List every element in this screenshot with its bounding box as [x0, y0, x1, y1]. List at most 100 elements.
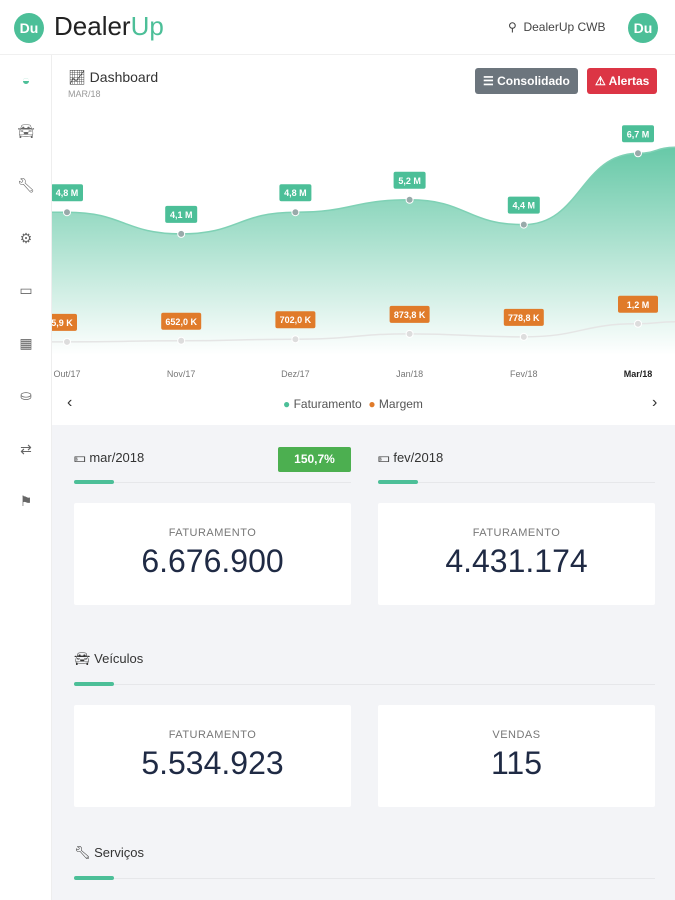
data-label-bg	[622, 125, 654, 143]
margem-point[interactable]	[177, 336, 186, 345]
card-value: 4.431.174	[445, 543, 588, 579]
coins-icon[interactable]: ⛀	[20, 387, 32, 403]
card-label: FATURAMENTO	[168, 729, 257, 741]
car-icon[interactable]: 🚘︎	[17, 123, 35, 139]
x-tick-label: Fev/18	[510, 369, 538, 379]
dashboard-chart-panel: 📈︎ Dashboard MAR/18 ☰ Consolidado ⚠ Aler…	[52, 55, 675, 425]
logo[interactable]: DealerUp	[54, 11, 164, 42]
data-label-bg	[389, 305, 430, 323]
veiculos-vendas-card: VENDAS 115	[378, 705, 655, 807]
money-icon: 💵︎	[378, 450, 390, 465]
summary-panel: 💵︎ mar/2018 150,7% 💵︎ fev/2018 FATURAMEN…	[52, 425, 675, 900]
user-avatar[interactable]: Du	[628, 13, 658, 43]
faturamento-point[interactable]	[405, 195, 414, 204]
veiculos-title: Veículos	[94, 651, 144, 666]
servicos-header: 🔧︎ Serviços	[74, 845, 144, 861]
alertas-button[interactable]: ⚠ Alertas	[587, 68, 658, 94]
data-label: 778,8 K	[508, 313, 540, 323]
data-label-bg	[165, 205, 198, 223]
previous-faturamento-card: FATURAMENTO 4.431.174	[378, 503, 655, 605]
card-value: 115	[490, 745, 542, 781]
map-marker-icon: ⚲	[508, 20, 517, 34]
exchange-icon[interactable]: ⇄	[20, 441, 32, 457]
current-period-header: 💵︎ mar/2018	[74, 450, 144, 466]
legend-margem[interactable]: Margem	[378, 397, 423, 411]
faturamento-line	[52, 146, 675, 235]
veiculos-faturamento-card: FATURAMENTO 5.534.923	[74, 705, 351, 807]
data-label-bg	[393, 171, 426, 189]
location-label: DealerUp CWB	[523, 20, 606, 34]
previous-period: fev/2018	[393, 450, 444, 465]
veiculos-header: 🚘︎ Veículos	[74, 651, 143, 667]
legend-faturamento[interactable]: Faturamento	[293, 397, 362, 411]
data-label-bg	[279, 184, 312, 202]
section-underline	[74, 480, 114, 484]
margem-point[interactable]	[291, 335, 300, 344]
data-label: 4,4 M	[513, 201, 536, 211]
data-label-bg	[275, 311, 316, 329]
car-icon: 🚘︎	[74, 651, 91, 666]
list-icon: ☰	[483, 74, 494, 88]
margem-line	[52, 321, 675, 343]
card-label: VENDAS	[492, 729, 541, 741]
data-label: 702,0 K	[280, 315, 312, 325]
dashboard-icon[interactable]: ◒	[21, 72, 31, 88]
x-tick-label: Jan/18	[396, 369, 423, 379]
consolidado-label: Consolidado	[497, 74, 570, 88]
faturamento-point[interactable]	[519, 220, 528, 229]
warning-icon: ⚠	[595, 74, 606, 88]
top-header: Du DealerUp ⚲ DealerUp CWB Du	[0, 0, 675, 55]
data-label-bg	[52, 184, 83, 202]
data-label: 1,2 M	[627, 300, 650, 310]
data-label: 4,1 M	[170, 210, 193, 220]
flag-icon[interactable]: ⚑	[19, 493, 33, 509]
data-label-bg	[618, 295, 658, 313]
data-label: 615,9 K	[52, 318, 73, 328]
card-label: FATURAMENTO	[472, 527, 561, 539]
faturamento-area	[52, 147, 675, 355]
x-tick-label: Dez/17	[281, 369, 310, 379]
faturamento-point[interactable]	[63, 208, 71, 217]
faturamento-point[interactable]	[177, 229, 186, 238]
inbox-icon[interactable]: ▭	[19, 282, 33, 298]
legend-dot-faturamento: ●	[283, 397, 291, 411]
current-faturamento-card: FATURAMENTO 6.676.900	[74, 503, 351, 605]
servicos-title: Serviços	[94, 845, 144, 860]
wrench-icon[interactable]: 🔧︎	[17, 177, 35, 193]
cogs-icon[interactable]: ⚙	[19, 230, 33, 246]
location-selector[interactable]: ⚲ DealerUp CWB	[508, 20, 606, 34]
faturamento-point[interactable]	[291, 208, 300, 217]
margem-point[interactable]	[63, 337, 71, 346]
consolidado-button[interactable]: ☰ Consolidado	[475, 68, 578, 94]
x-tick-label: Mar/18	[624, 369, 653, 379]
chart-next-button[interactable]: ›	[652, 394, 658, 411]
card-value: 5.534.923	[141, 745, 284, 781]
card-label: FATURAMENTO	[168, 527, 257, 539]
data-label-bg	[52, 313, 77, 331]
basket-icon[interactable]: ▦	[19, 335, 33, 351]
sidebar: ◒ 🚘︎ 🔧︎ ⚙ ▭ ▦ ⛀ ⇄ ⚑	[0, 55, 52, 900]
data-label: 4,8 M	[284, 188, 307, 198]
data-label: 873,8 K	[394, 310, 426, 320]
logo-badge: Du	[14, 13, 44, 43]
divider	[74, 878, 655, 879]
data-label-bg	[507, 196, 540, 214]
data-label-bg	[503, 308, 544, 326]
margem-point[interactable]	[519, 332, 528, 341]
margem-point[interactable]	[634, 319, 642, 328]
chart-prev-button[interactable]: ‹	[67, 394, 73, 411]
x-tick-label: Out/17	[53, 369, 80, 379]
data-label: 4,8 M	[56, 188, 79, 198]
divider	[74, 684, 655, 685]
margem-point[interactable]	[405, 329, 414, 338]
divider	[378, 482, 655, 483]
revenue-chart: 4,8 M 4,1 M 4,8 M 5,2 M 4,4 M 6,7 M 615,9 K 652…	[52, 125, 675, 379]
dashboard-title-text: Dashboard	[89, 69, 159, 85]
legend-dot-margem: ●	[368, 397, 376, 411]
faturamento-point[interactable]	[634, 149, 642, 158]
data-label-bg	[161, 312, 202, 330]
line-chart-icon: 📈︎	[68, 69, 86, 85]
dashboard-period: MAR/18	[68, 89, 101, 99]
data-label: 5,2 M	[398, 176, 421, 186]
alertas-label: Alertas	[608, 74, 650, 88]
